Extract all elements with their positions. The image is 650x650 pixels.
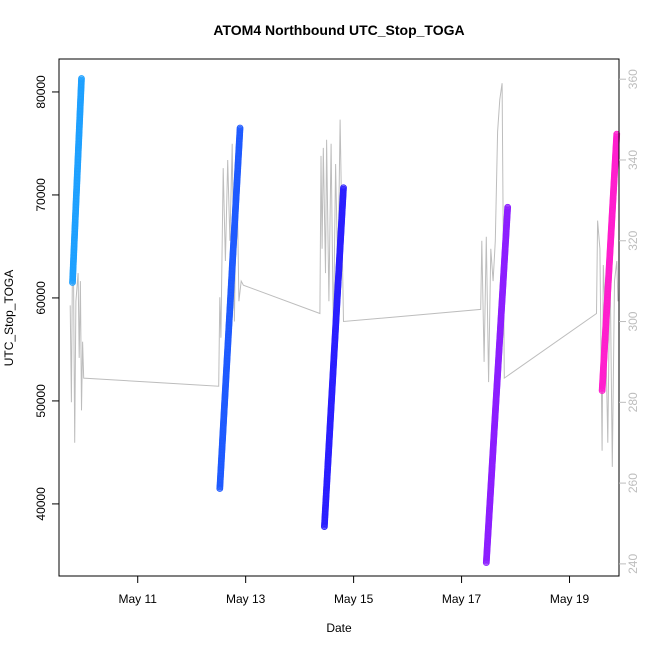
secondary-series-line (69, 83, 619, 467)
data-point (504, 203, 512, 211)
series-1 (69, 75, 85, 286)
primary-series-layer (69, 75, 621, 567)
y2-tick-label: 260 (626, 473, 640, 493)
secondary-y-axis: 240 260 280 300 320 340 360 (619, 69, 640, 574)
x-tick-label: May 11 (118, 592, 157, 606)
x-tick-label: May 19 (550, 592, 590, 606)
data-point (613, 130, 621, 138)
y2-tick-label: 360 (626, 69, 640, 89)
data-point (236, 124, 244, 132)
y2-tick-label: 340 (626, 150, 640, 170)
series-2 (216, 124, 244, 492)
y-axis-label: UTC_Stop_TOGA (2, 270, 16, 366)
plot-frame (58, 58, 620, 577)
x-axis: May 11 May 13 May 15 May 17 May 19 (118, 576, 590, 606)
chart-title: ATOM4 Northbound UTC_Stop_TOGA (213, 22, 464, 38)
series-3 (320, 184, 347, 530)
data-point (78, 75, 85, 82)
x-tick-label: May 15 (334, 592, 374, 606)
y2-tick-label: 240 (626, 554, 640, 574)
y-tick-label: 50000 (34, 384, 48, 418)
y-axis: 40000 50000 60000 70000 80000 (34, 75, 59, 521)
data-point (340, 184, 347, 192)
x-axis-label: Date (326, 621, 352, 635)
y2-tick-label: 280 (626, 392, 640, 412)
y-tick-label: 80000 (34, 75, 48, 109)
y2-tick-label: 300 (626, 311, 640, 331)
x-tick-label: May 17 (442, 592, 482, 606)
series-4 (482, 203, 512, 567)
secondary-series-layer (69, 83, 619, 467)
y-tick-label: 60000 (34, 281, 48, 315)
y-tick-label: 40000 (34, 487, 48, 521)
y-tick-label: 70000 (34, 178, 48, 212)
y2-tick-label: 320 (626, 230, 640, 250)
series-5 (598, 130, 621, 395)
x-tick-label: May 13 (226, 592, 266, 606)
